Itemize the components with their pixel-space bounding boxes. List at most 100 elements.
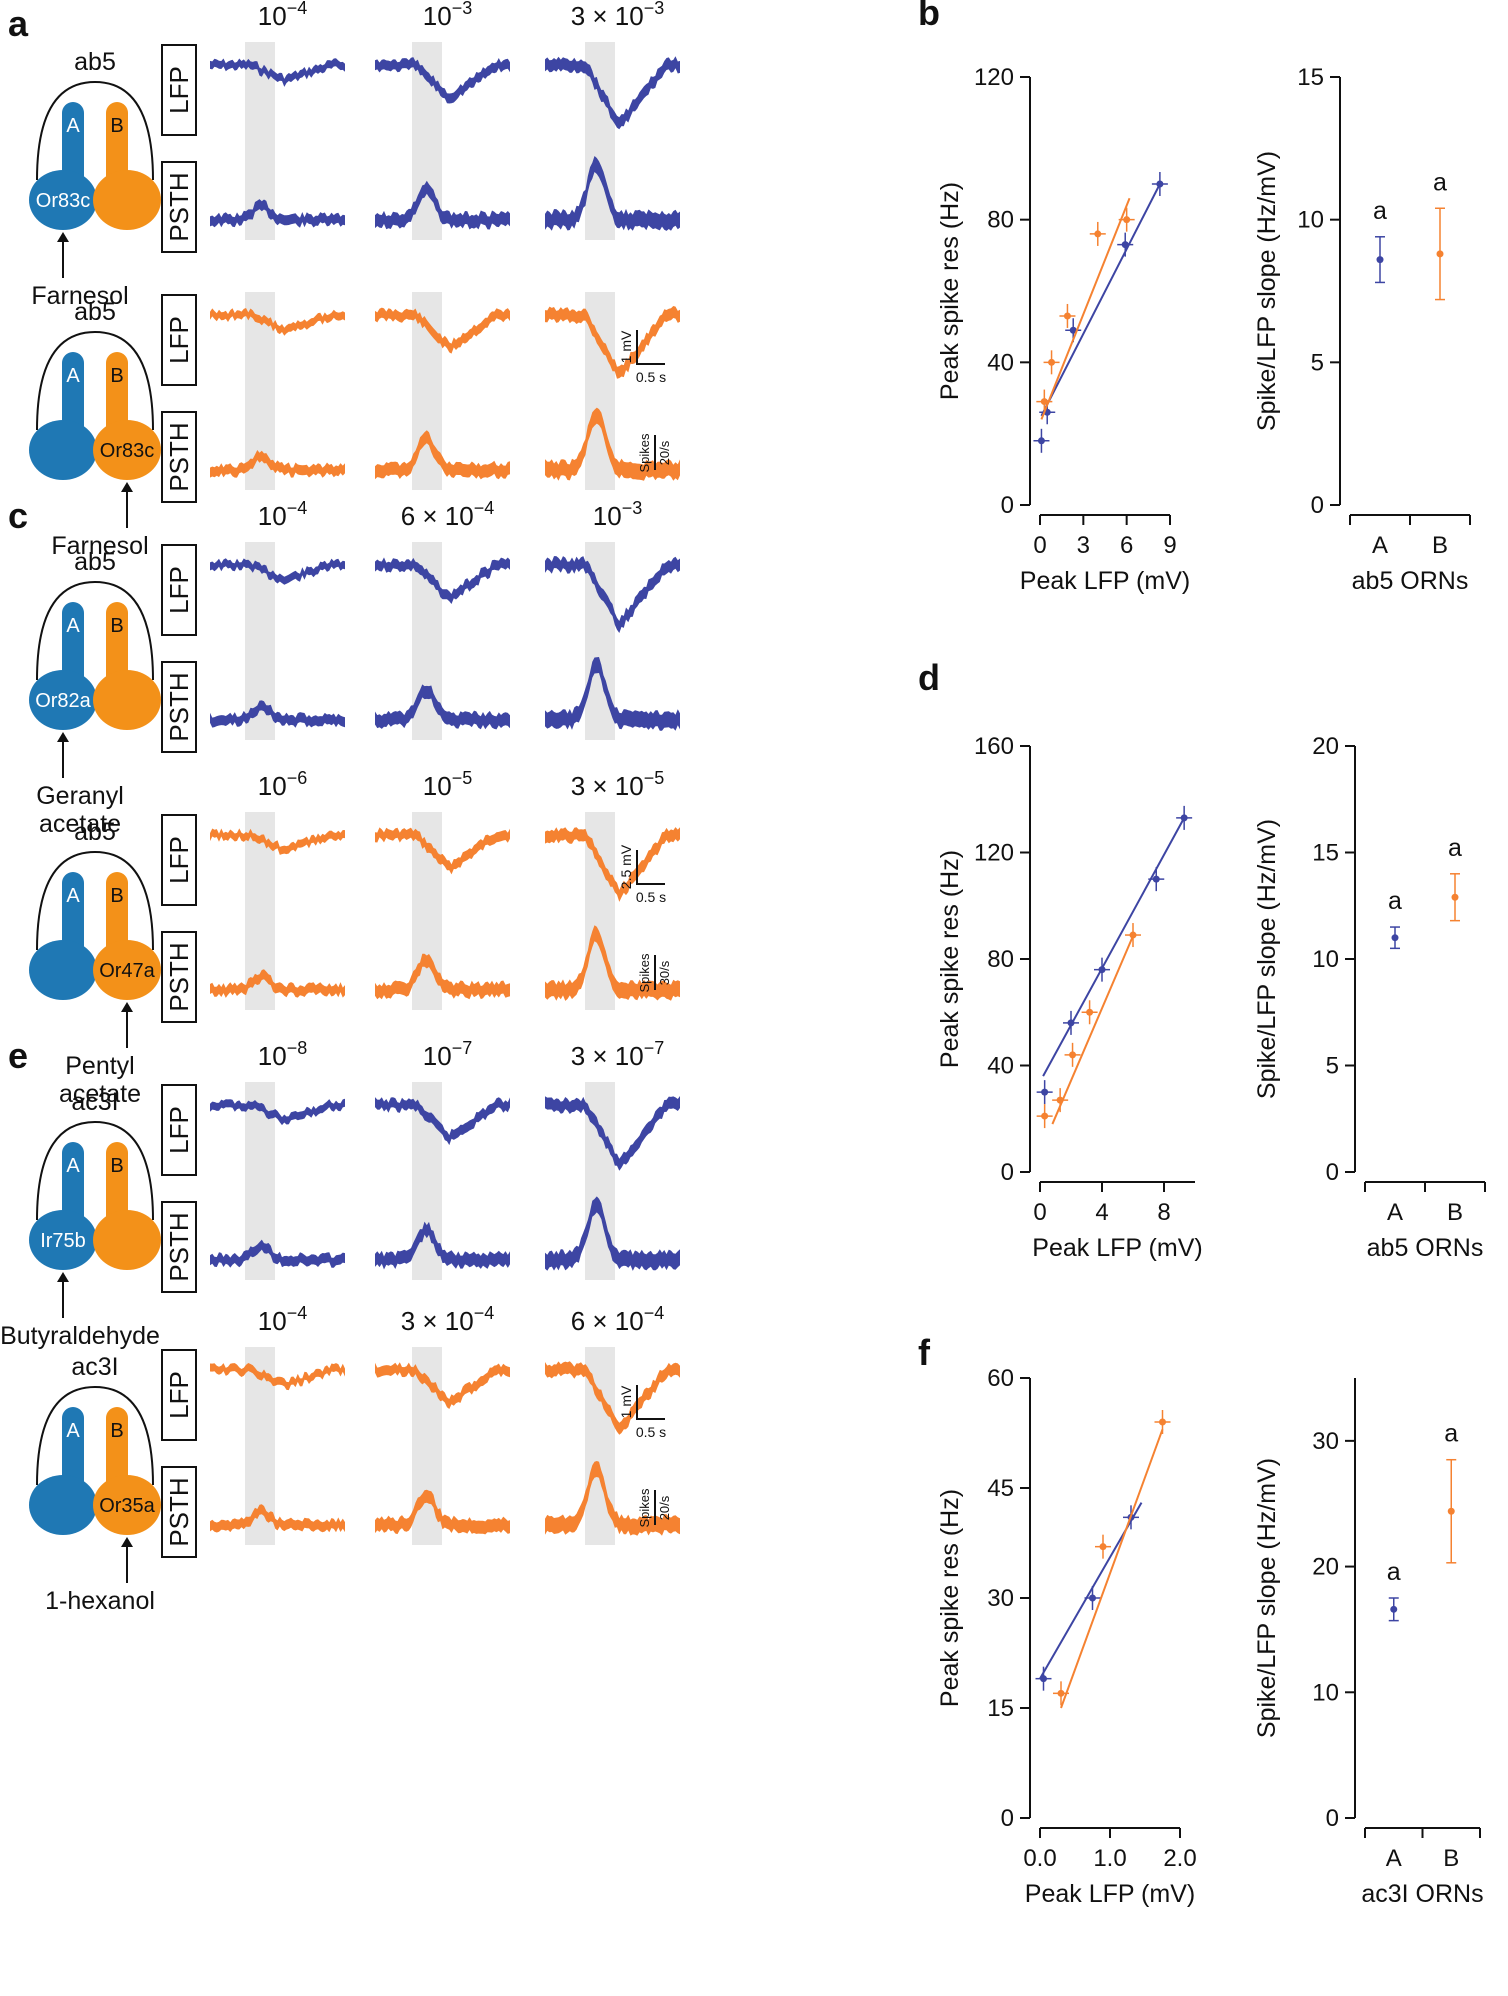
sensillum-outline-icon (36, 1385, 154, 1486)
y-tick-label: 5 (1326, 1053, 1339, 1080)
data-point (1180, 814, 1188, 822)
trace-row: ab5 A B Or83c Farnesol LFP PSTH 1 mV0.5 s Spikes… (29, 292, 680, 560)
svg-text:LFP: LFP (164, 566, 194, 614)
lfp-label-box: LFP (161, 544, 197, 636)
psth-trace (210, 700, 345, 728)
concentration-label: 10−6 (258, 768, 307, 801)
lfp-trace (210, 58, 345, 87)
neuron-b-icon (93, 1475, 161, 1535)
panel-label: e (8, 1035, 28, 1076)
psth-trace (375, 1489, 510, 1535)
data-point (1094, 230, 1102, 238)
fit-line (1040, 183, 1161, 417)
data-point (1069, 326, 1077, 334)
scale-spikes: Spikes (637, 953, 652, 993)
dendrite-icon (62, 602, 84, 692)
sensillum-label: ac3I (71, 1088, 118, 1116)
receptor-label: Or83c (100, 440, 154, 462)
y-axis-label: Peak spike res (Hz) (936, 850, 964, 1068)
odorant-label: Butyraldehyde (0, 1322, 160, 1350)
psth-label-box: PSTH (161, 931, 197, 1023)
y-tick-label: 15 (987, 1695, 1014, 1722)
lfp-trace (210, 558, 345, 585)
lfp-trace (375, 1097, 510, 1146)
concentration-label: 3 × 10−7 (571, 1038, 665, 1071)
scale-spikes: Spikes (637, 433, 652, 473)
scale-voltage: 2.5 mV (618, 844, 634, 889)
x-tick-label: 2.0 (1163, 1845, 1196, 1872)
lfp-trace (375, 307, 510, 354)
y-tick-label: 0 (1001, 1805, 1014, 1832)
chart-b-scatter: b 0 40 80 120 Peak spike res (Hz) 0 3 6 9 Peak LFP… (918, 0, 1190, 595)
sensillum-label: ab5 (74, 298, 116, 326)
sensillum-outline-icon (36, 330, 154, 431)
dendrite-icon (106, 102, 128, 192)
dendrite-icon (62, 872, 84, 962)
scale-voltage: 1 mV (618, 1385, 634, 1418)
label-a: A (66, 615, 80, 637)
odorant-label: acetate (59, 1080, 141, 1108)
psth-label-box: PSTH (161, 661, 197, 753)
label-b: B (110, 115, 123, 137)
x-tick-label: 0.0 (1023, 1845, 1056, 1872)
concentration-label: 10−7 (423, 1038, 472, 1071)
dendrite-icon (106, 1142, 128, 1232)
data-point (1037, 437, 1045, 445)
label-b: B (110, 1420, 123, 1442)
y-tick-label: 45 (987, 1475, 1014, 1502)
label-a: A (66, 1155, 80, 1177)
y-tick-label: 30 (1312, 1428, 1339, 1455)
psth-trace (210, 1504, 345, 1533)
concentration-label: 6 × 10−4 (571, 1303, 665, 1336)
lfp-trace (375, 557, 510, 604)
data-point (1376, 256, 1384, 264)
odorant-label: Farnesol (51, 532, 148, 560)
concentration-label: 10−4 (258, 0, 307, 31)
fit-line (1060, 1428, 1164, 1709)
y-tick-label: 0 (1326, 1159, 1339, 1186)
psth-trace (545, 1461, 680, 1536)
y-tick-label: 20 (1312, 733, 1339, 760)
label-a: A (66, 365, 80, 387)
sensillum-label: ab5 (74, 818, 116, 846)
odorant-label: acetate (39, 810, 121, 838)
lfp-trace (375, 57, 510, 104)
y-tick-label: 40 (987, 1053, 1014, 1080)
y-tick-label: 80 (987, 946, 1014, 973)
dendrite-icon (106, 1407, 128, 1497)
data-point (1098, 966, 1106, 974)
sensillum-label: ab5 (74, 548, 116, 576)
data-point (1040, 398, 1048, 406)
svg-text:PSTH: PSTH (164, 942, 194, 1011)
x-tick-label: 9 (1163, 532, 1176, 559)
psth-trace (545, 657, 680, 731)
psth-label-box: PSTH (161, 411, 197, 503)
dendrite-icon (106, 352, 128, 442)
svg-text:PSTH: PSTH (164, 1477, 194, 1546)
panel-label: c (8, 495, 28, 536)
neuron-b-icon (93, 670, 161, 730)
data-point (1129, 931, 1137, 939)
lfp-label-box: LFP (161, 1084, 197, 1176)
chart-f-scatter: f 0 15 30 45 60 Peak spike res (Hz) 0.0 1.0 2.0 Pe… (918, 1332, 1197, 1908)
y-axis-label: Spike/LFP slope (Hz/mV) (1253, 819, 1281, 1099)
x-axis-label: Peak LFP (mV) (1032, 1234, 1202, 1262)
dendrite-icon (62, 1142, 84, 1232)
fit-line (1040, 197, 1131, 420)
svg-text:LFP: LFP (164, 66, 194, 114)
label-b: B (110, 365, 123, 387)
category-label: B (1432, 532, 1448, 559)
svg-text:LFP: LFP (164, 316, 194, 364)
y-tick-label: 60 (987, 1365, 1014, 1392)
x-tick-label: 0 (1033, 532, 1046, 559)
neuron-a-icon (29, 420, 97, 480)
x-tick-label: 3 (1077, 532, 1090, 559)
chart-d-scatter: d 0 40 80 120 160 Peak spike res (Hz) 0 4 8 Peak L… (918, 657, 1203, 1262)
dendrite-icon (106, 602, 128, 692)
y-tick-label: 160 (974, 733, 1014, 760)
data-point (1451, 893, 1459, 901)
lfp-label-box: LFP (161, 1349, 197, 1441)
sensillum-outline-icon (36, 80, 154, 181)
odorant-label: Pentyl (65, 1052, 134, 1080)
